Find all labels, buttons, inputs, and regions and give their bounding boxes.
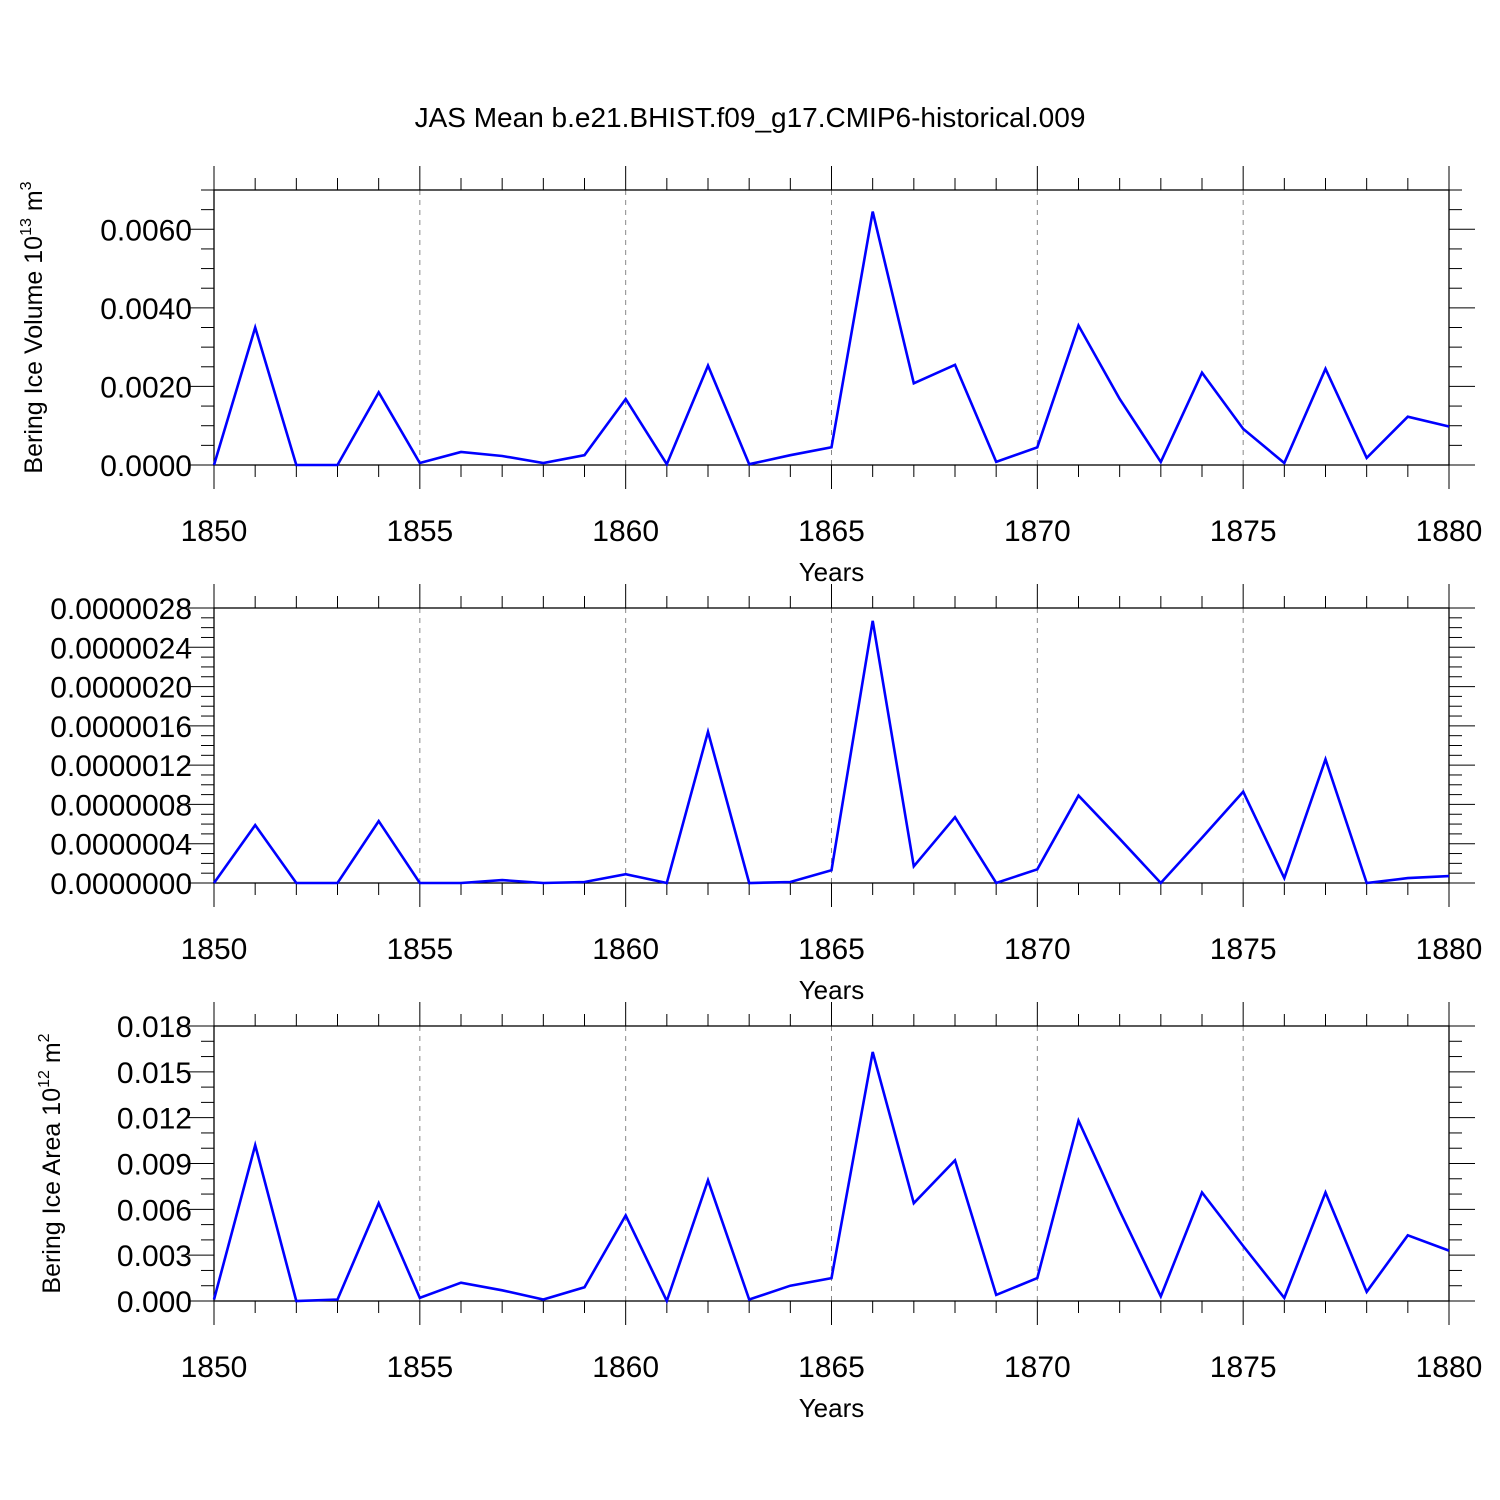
x-tick-label: 1860 xyxy=(592,1351,659,1384)
y-tick-label: 0.0000004 xyxy=(50,829,192,862)
y-tick-label: 0.0060 xyxy=(100,214,192,247)
x-tick-label: 1880 xyxy=(1416,1351,1483,1384)
x-tick-label: 1865 xyxy=(798,1351,865,1384)
x-tick-label: 1880 xyxy=(1416,933,1483,966)
chart-title: JAS Mean b.e21.BHIST.f09_g17.CMIP6-histo… xyxy=(415,102,1086,133)
x-axis-label: Years xyxy=(799,557,865,587)
y-axis-label: Bering Ice Area 1012 m2 xyxy=(36,1033,66,1293)
x-tick-label: 1850 xyxy=(181,515,248,548)
y-tick-label: 0.003 xyxy=(117,1240,192,1273)
x-axis-label: Years xyxy=(799,975,865,1005)
y-tick-label: 0.0000024 xyxy=(50,632,192,665)
panel-3: 0.000 0.003 0.006 0.009 0.012 0.015 0.018 1850 1… xyxy=(36,1002,1482,1423)
y-axis-label: Bering Ice Volume 1013 m3 xyxy=(18,181,48,473)
x-tick-label: 1850 xyxy=(181,1351,248,1384)
x-tick-label: 1870 xyxy=(1004,933,1071,966)
y-tick-label: 0.018 xyxy=(117,1011,192,1044)
x-tick-label: 1880 xyxy=(1416,515,1483,548)
x-tick-label: 1855 xyxy=(386,1351,453,1384)
y-tick-label: 0.0000028 xyxy=(50,593,192,626)
x-tick-label: 1875 xyxy=(1210,515,1277,548)
y-tick-label: 0.0000 xyxy=(100,450,192,483)
x-tick-label: 1860 xyxy=(592,933,659,966)
x-tick-label: 1870 xyxy=(1004,515,1071,548)
y-tick-label: 0.000 xyxy=(117,1286,192,1319)
x-tick-label: 1875 xyxy=(1210,1351,1277,1384)
y-tick-label: 0.0000016 xyxy=(50,711,192,744)
x-tick-label: 1860 xyxy=(592,515,659,548)
y-tick-label: 0.009 xyxy=(117,1149,192,1182)
series-line xyxy=(212,620,1450,885)
x-tick-label: 1865 xyxy=(798,933,865,966)
y-tick-label: 0.0020 xyxy=(100,371,192,404)
y-tick-label: 0.0000020 xyxy=(50,672,192,705)
series-line xyxy=(212,1051,1450,1305)
y-tick-label: 0.0000012 xyxy=(50,750,192,783)
y-tick-label: 0.0000000 xyxy=(50,868,192,901)
y-tick-label: 0.0040 xyxy=(100,293,192,326)
x-tick-label: 1865 xyxy=(798,515,865,548)
x-tick-label: 1855 xyxy=(386,515,453,548)
x-tick-label: 1875 xyxy=(1210,933,1277,966)
series-line xyxy=(212,211,1450,468)
y-tick-label: 0.012 xyxy=(117,1103,192,1136)
y-tick-label: 0.015 xyxy=(117,1057,192,1090)
panel-1: 0.0000 0.0020 0.0040 0.0060 1850 1855 1860 1865… xyxy=(18,166,1482,587)
x-tick-label: 1870 xyxy=(1004,1351,1071,1384)
y-tick-label: 0.0000008 xyxy=(50,789,192,822)
x-axis-label: Years xyxy=(799,1393,865,1423)
y-tick-label: 0.006 xyxy=(117,1194,192,1227)
x-tick-label: 1855 xyxy=(386,933,453,966)
panel-2: 0.0000000 0.0000004 0.0000008 0.0000012 0.00… xyxy=(50,584,1482,1005)
x-tick-label: 1850 xyxy=(181,933,248,966)
